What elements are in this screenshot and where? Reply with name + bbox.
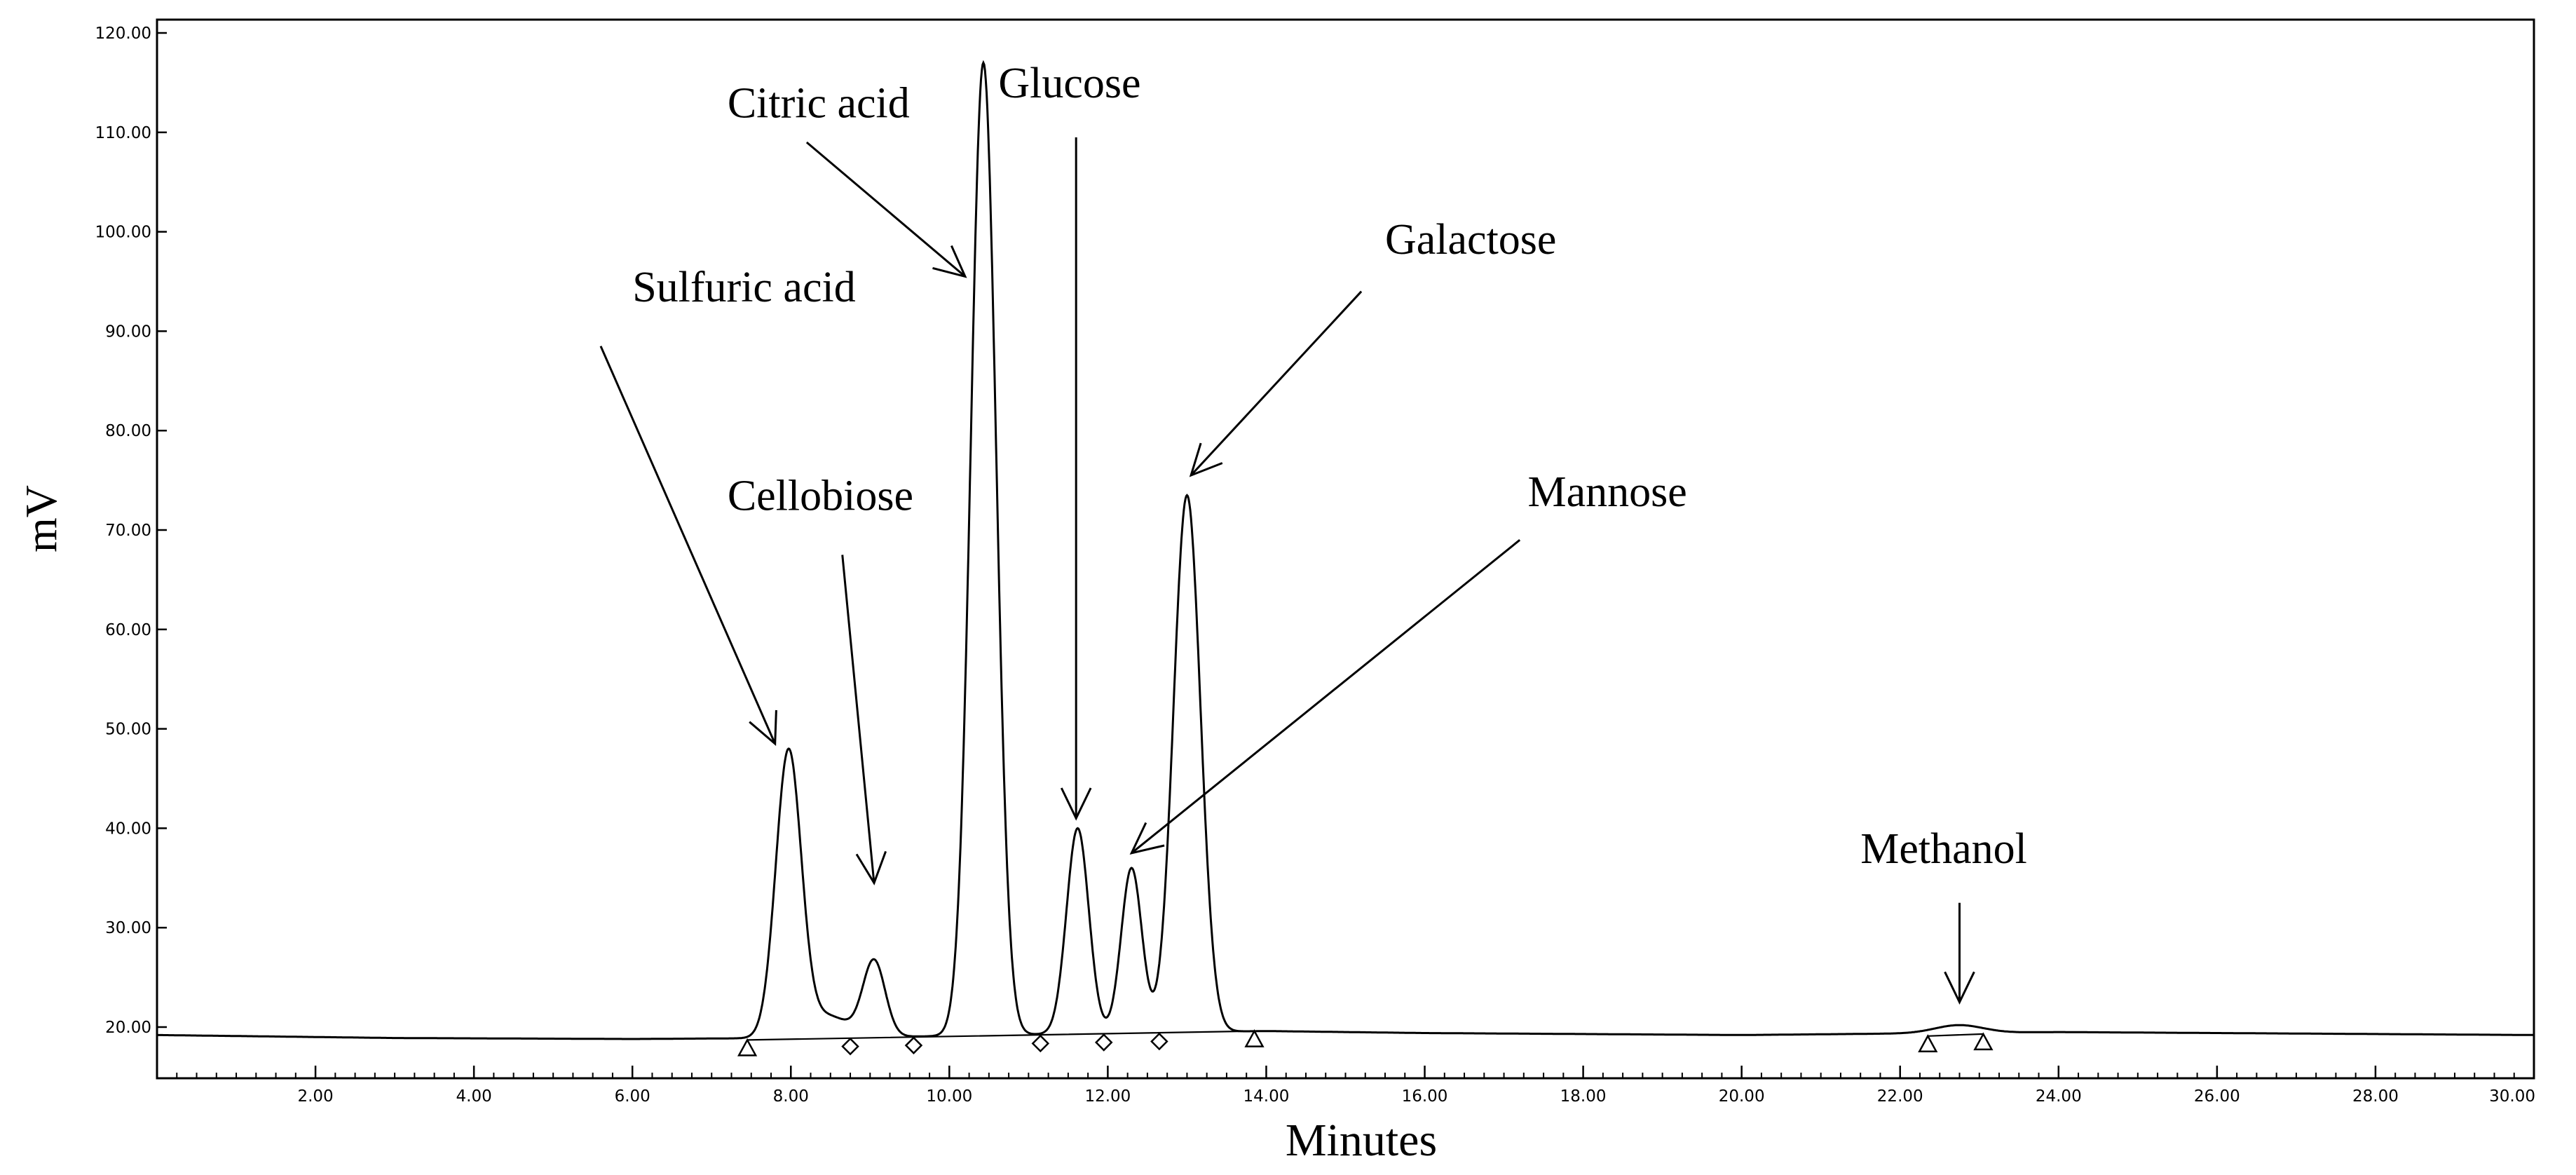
x-tick-label: 30.00 [2489, 1087, 2535, 1106]
x-tick-label: 18.00 [1560, 1087, 1607, 1106]
peak-label: Sulfuric acid [632, 264, 856, 311]
y-tick-label: 50.00 [105, 721, 151, 739]
y-tick-label: 60.00 [105, 621, 151, 639]
diamond-marker [904, 1036, 923, 1054]
diamond-marker [1031, 1034, 1050, 1053]
y-tick-label: 20.00 [105, 1019, 151, 1037]
x-tick-label: 10.00 [926, 1087, 972, 1106]
annotation-arrow-shaft [1131, 539, 1521, 855]
peak-label: Glucose [998, 60, 1140, 107]
x-axis-title: Minutes [1286, 1115, 1437, 1166]
annotation-arrow-shaft [841, 555, 875, 883]
annotation-arrow-head [749, 709, 777, 747]
x-tick-label: 6.00 [615, 1087, 650, 1106]
x-axis-ticks: 2.00 4.00 6.00 8.00 10.00 12.00 14.00 16.00 18.0… [176, 1066, 2535, 1106]
annotation-arrow-shaft [805, 141, 966, 278]
y-tick-label: 110.00 [95, 124, 151, 142]
x-tick-label: 22.00 [1877, 1087, 1923, 1106]
peak-label: Galactose [1385, 216, 1556, 264]
diamond-marker [1094, 1033, 1113, 1052]
peak-label: Citric acid [728, 80, 910, 128]
peak-annotations: Sulfuric acid Cellobiose Citric acid Glucos… [599, 60, 2027, 1005]
y-tick-label: 80.00 [105, 422, 151, 440]
x-tick-label: 2.00 [297, 1087, 333, 1106]
baseline-line [747, 1030, 1984, 1041]
y-axis-ticks: 20.00 30.00 40.00 50.00 60.00 70.00 80.00 90.00… [95, 25, 167, 1037]
x-tick-label: 4.00 [456, 1087, 492, 1106]
x-tick-label: 16.00 [1402, 1087, 1448, 1106]
triangle-marker [1973, 1032, 1994, 1051]
peak-label: Mannose [1527, 468, 1686, 516]
y-tick-label: 120.00 [95, 25, 151, 43]
annotation-arrow-head [1944, 971, 1975, 1005]
x-tick-label: 28.00 [2352, 1087, 2399, 1106]
y-tick-label: 70.00 [105, 522, 151, 540]
annotation-arrow-shaft [1190, 290, 1363, 477]
peak-label: Cellobiose [728, 473, 913, 520]
x-tick-label: 24.00 [2036, 1087, 2082, 1106]
y-tick-label: 30.00 [105, 919, 151, 937]
chromatogram-trace [156, 60, 2534, 1040]
y-tick-label: 40.00 [105, 820, 151, 838]
diamond-marker [1150, 1032, 1168, 1051]
x-tick-label: 12.00 [1084, 1087, 1131, 1106]
x-tick-label: 8.00 [773, 1087, 809, 1106]
y-tick-label: 100.00 [95, 224, 151, 242]
plot-frame [156, 18, 2535, 1080]
annotation-arrow-shaft [599, 346, 777, 745]
x-tick-label: 14.00 [1243, 1087, 1290, 1106]
x-tick-label: 26.00 [2194, 1087, 2240, 1106]
triangle-marker [1918, 1034, 1938, 1053]
triangle-marker [1244, 1029, 1265, 1047]
y-axis-title: mV [16, 485, 66, 552]
annotation-arrow-head [1129, 822, 1165, 855]
annotation-arrow-head [1189, 442, 1223, 477]
diamond-marker [841, 1037, 859, 1056]
peak-label: Methanol [1860, 825, 2027, 873]
y-tick-label: 90.00 [105, 322, 151, 341]
annotation-arrow-head [1060, 787, 1092, 821]
annotation-arrow-head [932, 245, 967, 278]
integration-markers [737, 1029, 1994, 1057]
x-tick-label: 20.00 [1719, 1087, 1765, 1106]
annotation-arrow-head [855, 850, 887, 885]
triangle-marker [737, 1038, 758, 1057]
